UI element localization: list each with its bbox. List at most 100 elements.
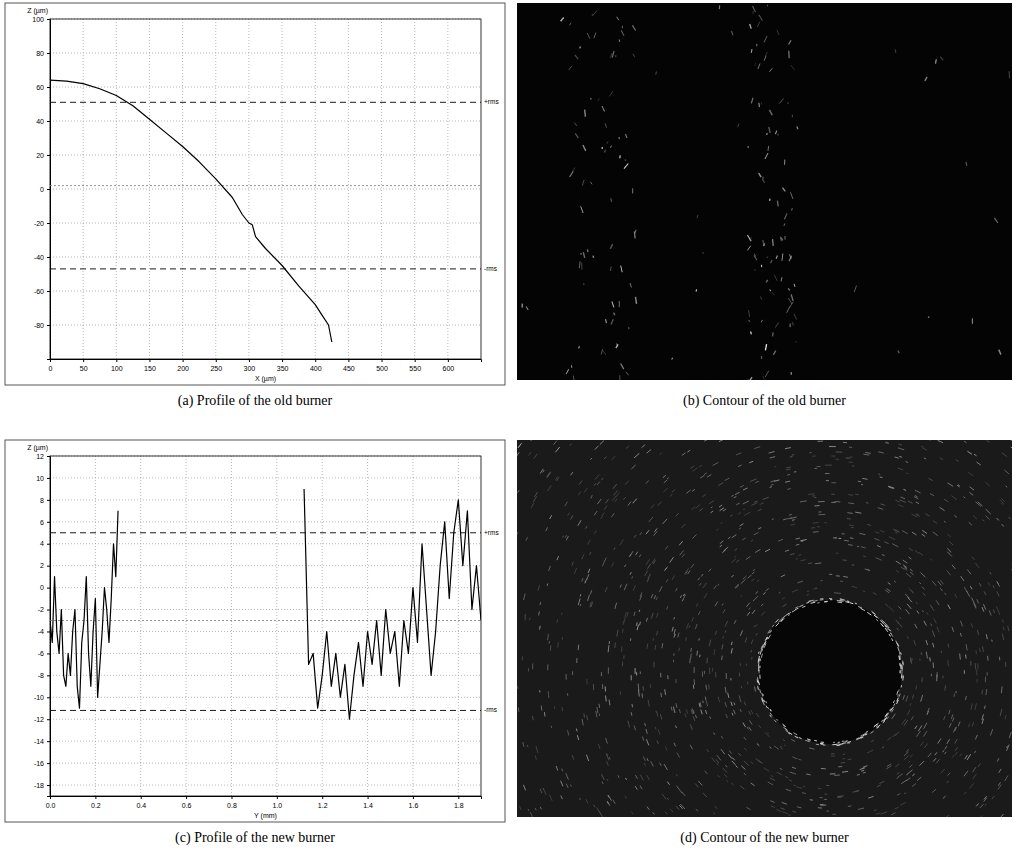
texture-speck	[940, 588, 942, 591]
texture-speck	[557, 642, 559, 648]
texture-speck	[583, 145, 586, 151]
texture-speck	[753, 6, 756, 12]
texture-speck	[854, 286, 856, 293]
texture-speck	[785, 481, 790, 482]
texture-speck	[952, 755, 954, 758]
grid-line-y	[50, 223, 481, 224]
texture-speck	[605, 319, 607, 323]
texture-speck	[658, 502, 662, 506]
y-tick: 80	[36, 50, 50, 57]
texture-speck	[791, 208, 793, 211]
texture-speck	[604, 506, 607, 510]
texture-speck	[790, 456, 793, 457]
reference-line	[50, 532, 481, 533]
texture-speck	[720, 541, 723, 544]
texture-speck	[952, 718, 954, 722]
texture-speck	[639, 610, 641, 612]
texture-speck	[947, 739, 950, 744]
texture-speck	[582, 578, 583, 582]
grid-line-y	[50, 609, 481, 610]
grid-line-x	[276, 456, 277, 796]
texture-speck	[973, 767, 976, 772]
texture-speck	[655, 727, 657, 730]
texture-speck	[751, 657, 752, 659]
texture-speck	[631, 712, 633, 716]
texture-speck	[907, 710, 910, 715]
x-tick: 1.0	[272, 796, 282, 809]
texture-speck	[899, 444, 902, 445]
texture-speck	[977, 663, 978, 668]
texture-speck	[663, 519, 668, 524]
hole-rim-speck	[764, 642, 765, 645]
hole-rim-speck	[799, 738, 802, 739]
texture-speck	[849, 462, 853, 463]
texture-speck	[696, 651, 698, 656]
texture-speck	[795, 341, 796, 343]
y-tick-mark	[47, 675, 50, 676]
y-tick-mark	[47, 291, 50, 292]
texture-speck	[523, 785, 525, 791]
texture-speck	[693, 468, 698, 471]
texture-speck	[977, 630, 978, 635]
grid	[50, 456, 481, 796]
texture-speck	[975, 650, 977, 654]
texture-speck	[972, 598, 975, 604]
texture-speck	[721, 522, 723, 523]
texture-speck	[692, 617, 694, 621]
texture-speck	[664, 480, 667, 483]
texture-speck	[948, 483, 954, 487]
y-tick-label: -80	[34, 322, 44, 329]
texture-speck	[730, 678, 731, 680]
texture-speck	[685, 713, 686, 717]
hole-rim-speck	[762, 693, 763, 697]
texture-speck	[993, 585, 995, 588]
texture-speck	[568, 730, 569, 735]
texture-speck	[826, 785, 829, 786]
x-tick-mark	[277, 796, 278, 799]
texture-speck	[763, 376, 764, 380]
texture-speck	[771, 806, 775, 808]
texture-speck	[673, 634, 675, 638]
texture-speck	[734, 556, 736, 557]
hole-rim-speck	[902, 662, 903, 665]
texture-speck	[802, 792, 806, 794]
texture-speck	[792, 454, 795, 455]
texture-speck	[796, 558, 798, 560]
texture-speck	[602, 563, 603, 566]
texture-speck	[919, 552, 923, 555]
texture-speck	[979, 816, 982, 817]
texture-speck	[673, 653, 674, 655]
texture-speck	[547, 584, 549, 586]
texture-speck	[964, 441, 966, 442]
texture-speck	[868, 796, 873, 798]
texture-speck	[867, 569, 869, 571]
texture-speck	[809, 452, 811, 453]
texture-speck	[953, 727, 955, 732]
texture-speck	[922, 530, 927, 533]
texture-speck	[602, 106, 605, 111]
texture-speck	[765, 344, 766, 350]
caption: (c) Profile of the new burner	[175, 830, 335, 846]
texture-speck	[955, 752, 957, 755]
texture-speck	[784, 236, 785, 239]
texture-speck	[863, 766, 867, 768]
texture-speck	[725, 702, 727, 707]
texture-speck	[964, 670, 965, 674]
texture-speck	[966, 644, 967, 650]
texture-speck	[928, 478, 932, 480]
texture-speck	[645, 571, 648, 576]
texture-speck	[897, 772, 900, 774]
texture-speck	[905, 594, 909, 598]
texture-speck	[858, 481, 861, 482]
texture-speck	[596, 711, 597, 717]
texture-speck	[602, 774, 603, 776]
texture-speck	[532, 716, 534, 720]
texture-speck	[738, 124, 739, 127]
texture-speck	[624, 163, 628, 168]
texture-speck	[686, 709, 687, 713]
y-tick-label: -14	[34, 738, 44, 745]
texture-speck	[971, 623, 972, 627]
texture-speck	[915, 686, 917, 690]
x-tick: 200	[177, 359, 189, 372]
texture-speck	[546, 527, 548, 531]
